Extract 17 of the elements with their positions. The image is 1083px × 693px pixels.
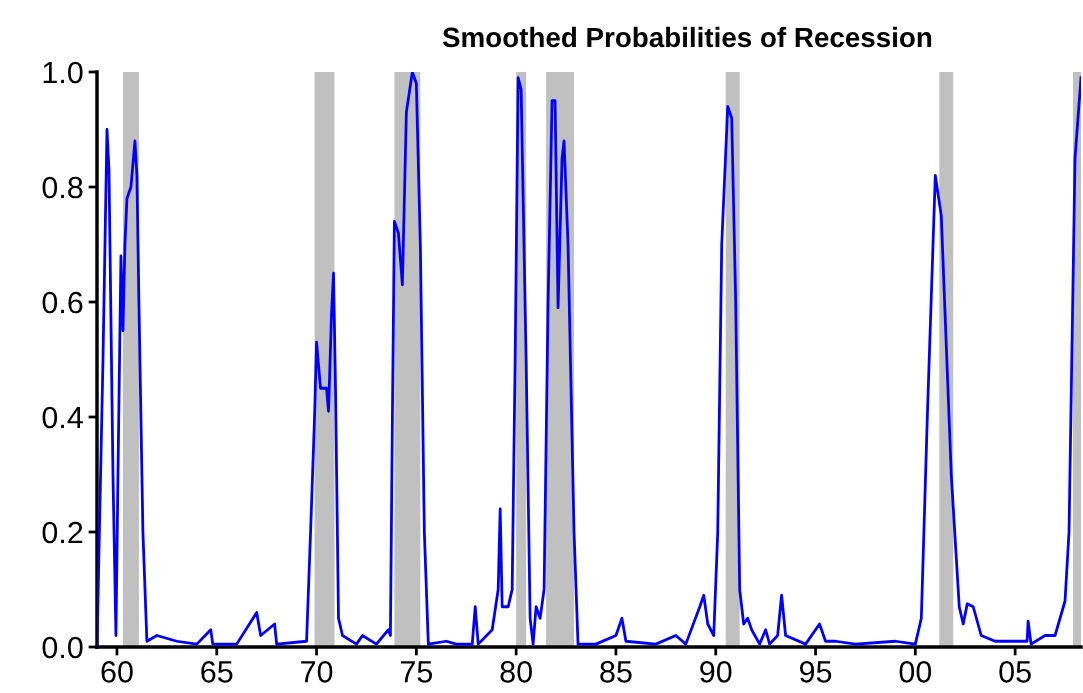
x-tick-label: 60 xyxy=(101,661,133,683)
chart-title: Smoothed Probabilities of Recession xyxy=(442,26,932,48)
y-tick-label: 0.8 xyxy=(42,176,83,199)
x-tick-label: 05 xyxy=(999,661,1031,683)
x-tick-label: 85 xyxy=(600,661,632,683)
y-tick-label: 0.0 xyxy=(42,636,83,659)
x-tick-label: 75 xyxy=(400,661,433,683)
x-tick-label: 70 xyxy=(301,661,333,683)
x-tick-label: 80 xyxy=(500,661,532,683)
y-tick-label: 1.0 xyxy=(43,61,83,84)
y-tick-label: 0.2 xyxy=(42,521,83,544)
x-tick-label: 65 xyxy=(201,661,233,683)
x-tick-label: 95 xyxy=(799,661,832,683)
x-tick-label: 90 xyxy=(700,661,732,683)
x-tick-label: 00 xyxy=(899,661,932,683)
y-tick-label: 0.6 xyxy=(42,291,83,314)
y-tick-label: 0.4 xyxy=(42,406,83,429)
